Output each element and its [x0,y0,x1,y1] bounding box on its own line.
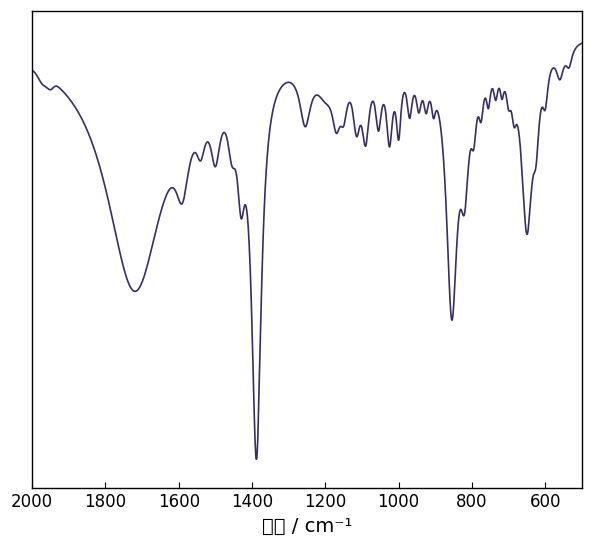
X-axis label: 波数 / cm⁻¹: 波数 / cm⁻¹ [262,517,352,536]
